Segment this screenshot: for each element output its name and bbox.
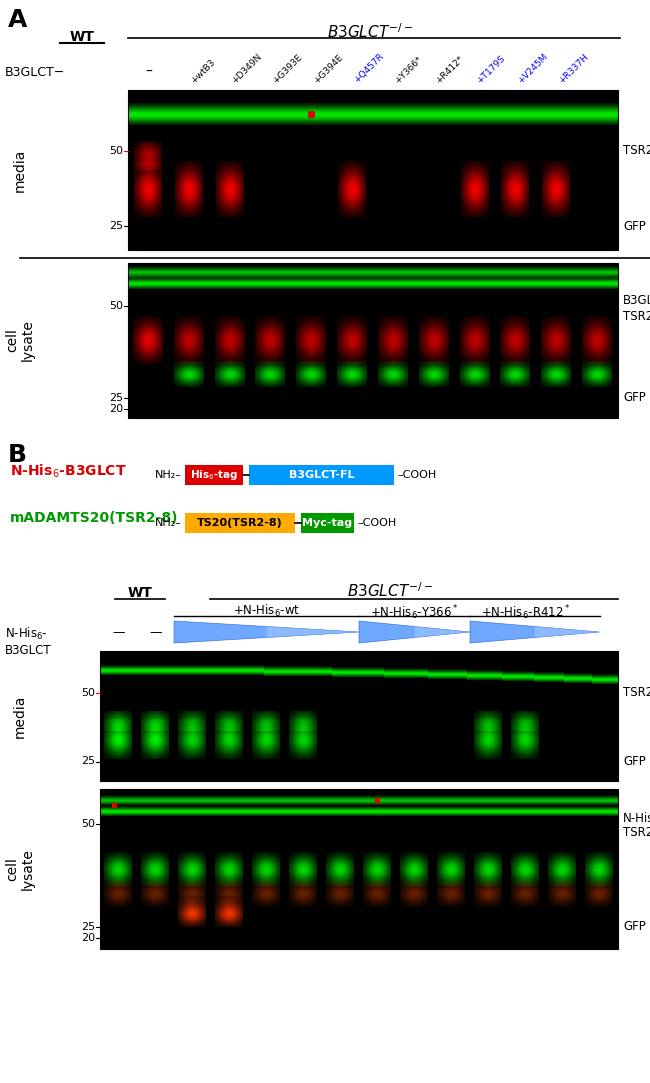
Text: B: B — [8, 443, 27, 467]
Text: TSR2-8: TSR2-8 — [623, 310, 650, 323]
Text: TSR2-8: TSR2-8 — [623, 825, 650, 838]
Text: +N-His$_6$-R412$^*$: +N-His$_6$-R412$^*$ — [481, 603, 570, 622]
Text: 50: 50 — [109, 301, 123, 312]
Text: +R337H: +R337H — [557, 52, 590, 84]
Text: 50: 50 — [81, 688, 95, 697]
Text: +N-His$_6$-Y366$^*$: +N-His$_6$-Y366$^*$ — [370, 603, 459, 622]
Text: 50: 50 — [81, 819, 95, 830]
Text: 25: 25 — [81, 922, 95, 931]
Text: B3GLCT-FL: B3GLCT-FL — [289, 470, 354, 480]
Text: A: A — [8, 8, 27, 32]
Text: NH₂–: NH₂– — [155, 470, 182, 480]
FancyBboxPatch shape — [301, 513, 354, 533]
Text: +R412*: +R412* — [434, 54, 465, 84]
Text: media: media — [13, 694, 27, 738]
FancyBboxPatch shape — [185, 513, 295, 533]
Polygon shape — [174, 621, 359, 643]
Bar — [128, 90, 618, 250]
Text: Myc-tag: Myc-tag — [302, 518, 352, 529]
Text: N-His$_6$-B3GLCT: N-His$_6$-B3GLCT — [10, 464, 127, 481]
Text: NH₂–: NH₂– — [155, 518, 182, 529]
Text: 25: 25 — [81, 757, 95, 767]
Text: +G394E: +G394E — [312, 52, 344, 84]
Text: —: — — [150, 626, 162, 639]
Text: GFP: GFP — [623, 391, 645, 404]
Text: media: media — [13, 148, 27, 192]
Text: $B3GLCT^{-/-}$: $B3GLCT^{-/-}$ — [347, 580, 433, 600]
Polygon shape — [470, 621, 599, 643]
Text: His$_6$-tag: His$_6$-tag — [190, 468, 238, 482]
Polygon shape — [415, 626, 470, 638]
Text: 25: 25 — [109, 221, 123, 231]
Text: +Y366*: +Y366* — [393, 54, 424, 84]
Text: 20: 20 — [109, 404, 123, 414]
Text: N-His-B3: N-His-B3 — [623, 811, 650, 824]
Text: cell
lysate: cell lysate — [5, 848, 35, 890]
FancyBboxPatch shape — [249, 465, 394, 485]
Text: GFP: GFP — [623, 921, 645, 934]
Text: mADAMTS20(TSR2-8): mADAMTS20(TSR2-8) — [10, 511, 179, 525]
Text: B3GLCT: B3GLCT — [623, 293, 650, 306]
Text: GFP: GFP — [623, 220, 645, 233]
Text: cell
lysate: cell lysate — [5, 319, 35, 362]
Text: GFP: GFP — [623, 755, 645, 768]
Text: –COOH: –COOH — [397, 470, 436, 480]
Text: +T179S: +T179S — [475, 53, 507, 84]
Polygon shape — [359, 621, 470, 643]
Bar — [128, 263, 618, 418]
Text: 50: 50 — [109, 146, 123, 156]
Text: +N-His$_6$-wt: +N-His$_6$-wt — [233, 603, 300, 619]
Polygon shape — [535, 626, 599, 638]
Text: +D349N: +D349N — [230, 52, 263, 84]
Text: –: – — [145, 65, 152, 79]
Text: WT: WT — [127, 586, 153, 600]
Text: +wtB3: +wtB3 — [189, 57, 217, 84]
Text: 20: 20 — [81, 932, 95, 943]
Text: —: — — [112, 626, 125, 639]
Text: 25: 25 — [109, 393, 123, 403]
Text: TS20(TSR2-8): TS20(TSR2-8) — [197, 518, 283, 529]
Text: TSR2-8: TSR2-8 — [623, 687, 650, 700]
Text: –COOH: –COOH — [357, 518, 396, 529]
Bar — [100, 651, 618, 781]
Text: N-His$_6$-
B3GLCT: N-His$_6$- B3GLCT — [5, 626, 51, 657]
Polygon shape — [266, 626, 359, 638]
Text: +G393E: +G393E — [271, 52, 304, 84]
Text: WT: WT — [70, 30, 94, 44]
Text: +Q457R: +Q457R — [352, 52, 385, 84]
Text: TSR2-8: TSR2-8 — [623, 144, 650, 157]
Text: $B3GLCT^{-/-}$: $B3GLCT^{-/-}$ — [327, 22, 413, 41]
FancyBboxPatch shape — [185, 465, 243, 485]
Bar — [100, 790, 618, 949]
Text: B3GLCT−: B3GLCT− — [5, 65, 65, 78]
Text: +V245M: +V245M — [516, 52, 549, 84]
